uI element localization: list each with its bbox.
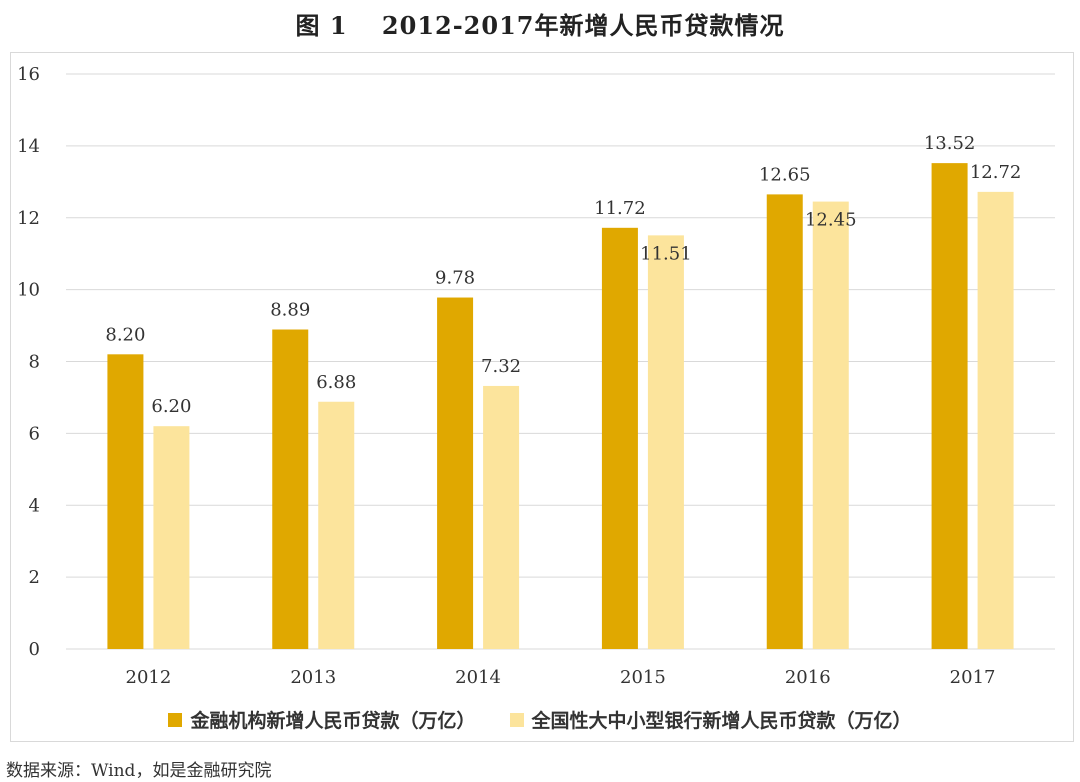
legend: 金融机构新增人民币贷款（万亿） 全国性大中小型银行新增人民币贷款（万亿） — [0, 706, 1080, 733]
bar-series1 — [107, 354, 144, 649]
data-label: 9.78 — [435, 268, 475, 289]
y-tick-label: 10 — [17, 280, 40, 301]
y-tick-label: 12 — [17, 208, 40, 229]
bar-series1 — [931, 163, 968, 649]
data-label: 6.20 — [151, 396, 191, 417]
data-label: 11.51 — [640, 243, 692, 264]
x-tick-label: 2012 — [126, 667, 172, 688]
legend-item-series1: 金融机构新增人民币贷款（万亿） — [168, 706, 476, 733]
y-tick-label: 4 — [29, 495, 40, 516]
legend-swatch-series2 — [509, 712, 524, 727]
data-label: 6.88 — [316, 372, 356, 393]
data-label: 11.72 — [594, 198, 646, 219]
y-tick-label: 8 — [29, 352, 40, 373]
bar-series2 — [318, 401, 355, 649]
data-label: 12.45 — [805, 210, 857, 231]
data-label: 12.65 — [759, 164, 811, 185]
chart-title: 图 1 2012-2017年新增人民币贷款情况 — [295, 11, 785, 40]
legend-label-series1: 金融机构新增人民币贷款（万亿） — [190, 710, 476, 732]
data-label: 7.32 — [481, 356, 521, 377]
bar-series2 — [647, 235, 684, 649]
x-tick-label: 2017 — [950, 667, 996, 688]
y-tick-label: 16 — [17, 64, 40, 85]
legend-swatch-series1 — [168, 712, 183, 727]
data-source-note: 数据来源：Wind，如是金融研究院 — [6, 761, 272, 781]
legend-item-series2: 全国性大中小型银行新增人民币贷款（万亿） — [509, 706, 912, 733]
bar-series2 — [483, 385, 520, 649]
legend-label-series2: 全国性大中小型银行新增人民币贷款（万亿） — [531, 710, 912, 732]
y-tick-label: 0 — [29, 639, 40, 660]
x-tick-label: 2016 — [785, 667, 831, 688]
y-tick-label: 14 — [17, 136, 40, 157]
data-label: 13.52 — [924, 133, 976, 154]
data-label: 8.20 — [105, 324, 145, 345]
data-label: 12.72 — [970, 162, 1022, 183]
bar-series2 — [977, 191, 1014, 649]
data-label: 8.89 — [270, 300, 310, 321]
bar-chart: 0 2 4 6 8 10 12 14 16 8.20 6.20 2012 8.89 6.88 2013 9.7… — [17, 64, 1055, 688]
y-tick-label: 2 — [29, 567, 40, 588]
bar-series1 — [766, 194, 803, 649]
bar-series1 — [437, 297, 474, 649]
bar-series1 — [601, 227, 638, 649]
bar-series2 — [153, 426, 190, 649]
x-tick-label: 2013 — [290, 667, 336, 688]
x-tick-label: 2014 — [455, 667, 501, 688]
y-tick-label: 6 — [29, 423, 40, 444]
bar-series2 — [812, 201, 849, 649]
x-tick-label: 2015 — [620, 667, 666, 688]
chart-frame — [10, 52, 1074, 742]
bar-series1 — [272, 329, 309, 649]
